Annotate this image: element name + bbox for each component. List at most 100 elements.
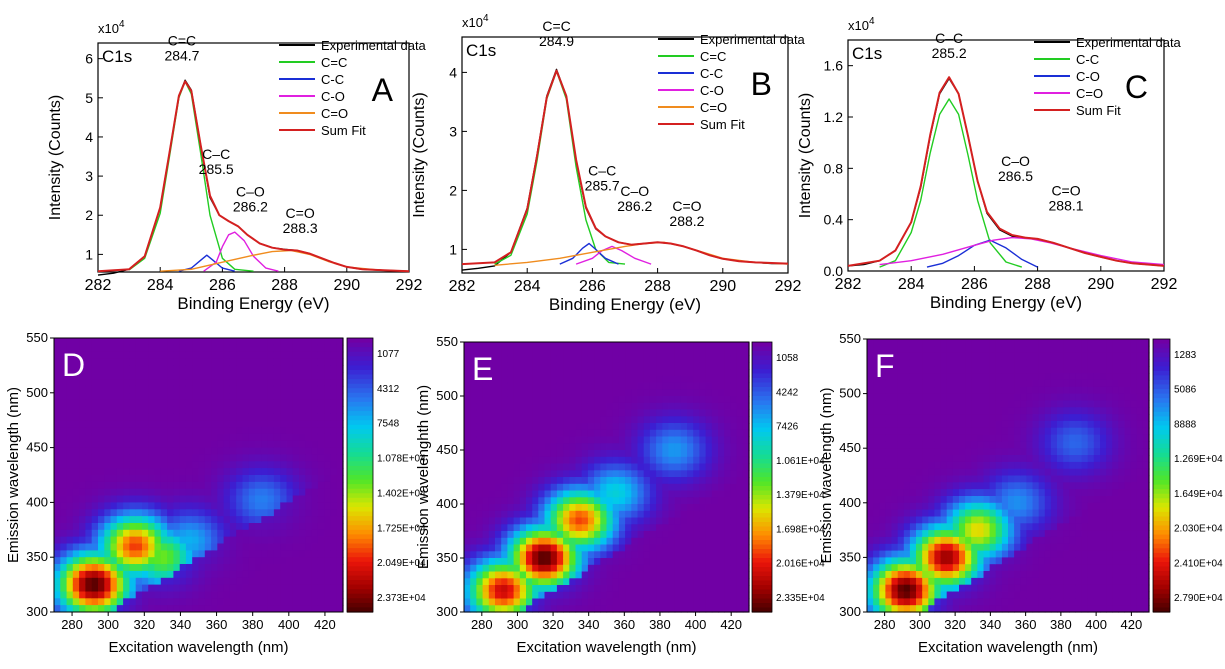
heatmap-cell (217, 454, 225, 462)
heatmap-cell (204, 564, 212, 572)
heatmap-cell (167, 529, 174, 538)
heatmap-cell (286, 577, 294, 586)
heatmap-cell (123, 557, 130, 565)
heatmap-cell (649, 355, 657, 363)
heatmap-cell (891, 584, 899, 593)
heatmap-cell (649, 483, 657, 492)
y-tick-label: 2 (449, 182, 457, 198)
heatmap-cell (736, 490, 744, 498)
heatmap-cell (742, 504, 750, 512)
heatmap-cell (934, 564, 942, 572)
heatmap-cell (1001, 434, 1009, 442)
heatmap-cell (255, 433, 262, 442)
heatmap-cell (532, 510, 539, 519)
heatmap-cell (687, 470, 694, 478)
heatmap-cell (600, 558, 608, 566)
heatmap-cell (575, 416, 583, 424)
heatmap-cell (464, 369, 471, 377)
heatmap-cell (656, 362, 663, 370)
heatmap-cell (656, 470, 663, 478)
heatmap-cell (507, 477, 515, 485)
heatmap-cell (91, 461, 99, 469)
heatmap-cell (946, 598, 954, 606)
heatmap-cell (711, 463, 719, 471)
heatmap-cell (995, 434, 1003, 442)
heatmap-cell (656, 537, 663, 546)
heatmap-cell (693, 396, 700, 404)
heatmap-cell (248, 338, 256, 346)
heatmap-cell (223, 564, 231, 572)
heatmap-cell (286, 420, 294, 428)
heatmap-cell (273, 392, 281, 401)
heatmap-cell (317, 543, 325, 551)
heatmap-cell (229, 598, 237, 606)
heatmap-cell (54, 351, 61, 360)
heatmap-cell (873, 339, 880, 347)
heatmap-cell (91, 358, 99, 366)
heatmap-cell (148, 523, 156, 531)
heatmap-cell (903, 400, 911, 408)
heatmap-cell (1001, 536, 1009, 545)
heatmap-cell (204, 488, 212, 497)
heatmap-cell (662, 531, 670, 539)
heatmap-cell (587, 497, 595, 505)
heatmap-cell (867, 461, 874, 470)
heatmap-cell (79, 570, 86, 579)
heatmap-cell (513, 369, 521, 377)
heatmap-cell (656, 436, 663, 444)
heatmap-cell (476, 531, 484, 539)
heatmap-cell (742, 450, 750, 458)
heatmap-cell (724, 456, 731, 465)
heatmap-cell (995, 598, 1003, 606)
heatmap-cell (711, 483, 719, 492)
heatmap-cell (129, 529, 137, 538)
heatmap-cell (637, 369, 645, 377)
heatmap-cell (476, 551, 484, 559)
colorbar-label: 1.379E+04 (776, 490, 825, 501)
heatmap-cell (891, 523, 899, 531)
heatmap-cell (952, 339, 960, 347)
heatmap-cell (575, 605, 583, 613)
panel-label: B (751, 66, 772, 102)
heatmap-cell (79, 399, 86, 407)
y-tick-label: 350 (26, 549, 48, 564)
series-line-c-c (128, 80, 254, 272)
heatmap-cell (85, 372, 93, 380)
heatmap-cell (211, 475, 218, 483)
heatmap-cell (236, 344, 244, 353)
heatmap-cell (873, 461, 880, 470)
heatmap-cell (718, 396, 725, 404)
heatmap-cell (625, 389, 632, 397)
heatmap-cell (211, 509, 218, 517)
heatmap-cell (54, 570, 61, 579)
heatmap-cell (142, 344, 149, 353)
heatmap-cell (668, 416, 676, 424)
heatmap-cell (631, 564, 639, 573)
heatmap-cell (255, 344, 262, 353)
heatmap-cell (160, 543, 168, 551)
heatmap-cell (211, 557, 218, 565)
heatmap-cell (995, 448, 1003, 456)
heatmap-cell (72, 509, 80, 517)
heatmap-cell (160, 598, 168, 606)
heatmap-cell (72, 529, 80, 538)
heatmap-cell (495, 436, 502, 444)
heatmap-cell (618, 470, 626, 478)
heatmap-cell (940, 509, 948, 517)
heatmap-cell (217, 379, 225, 387)
heatmap-cell (135, 543, 143, 551)
y-tick-label: 550 (436, 334, 458, 349)
heatmap-cell (179, 454, 187, 462)
heatmap-cell (687, 450, 694, 458)
heatmap-cell (631, 470, 639, 478)
heatmap-cell (217, 570, 225, 579)
heatmap-cell (724, 348, 731, 357)
heatmap-cell (79, 529, 86, 538)
heatmap-cell (563, 558, 570, 566)
heatmap-cell (476, 443, 484, 451)
heatmap-cell (656, 369, 663, 377)
heatmap-cell (142, 379, 149, 387)
heatmap-cell (724, 537, 731, 546)
heatmap-cell (501, 470, 508, 478)
heatmap-cell (129, 557, 137, 565)
